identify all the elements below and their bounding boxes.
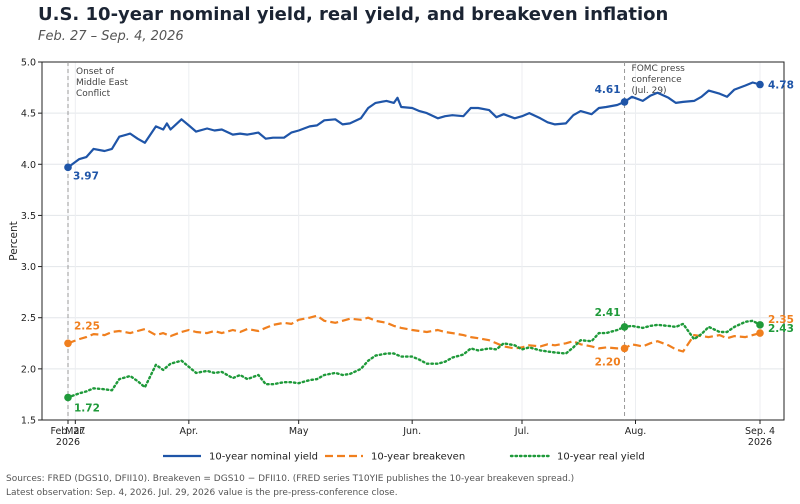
y-tick-label: 2.0: [21, 364, 36, 375]
legend-label: 10-year nominal yield: [209, 452, 318, 463]
y-tick-label: 4.5: [21, 109, 36, 120]
legend-label: 10-year real yield: [557, 452, 645, 463]
highlight-point: [756, 329, 764, 337]
x-tick-label: Aug.: [625, 426, 647, 437]
point-value-label: 2.25: [74, 320, 100, 332]
event-annotation: Middle East: [76, 78, 128, 88]
latest-observation-note: Latest observation: Sep. 4, 2026. Jul. 2…: [6, 488, 398, 498]
event-annotation: Onset of: [76, 67, 115, 77]
highlight-point: [64, 163, 72, 172]
x-tick-label: Mar.: [65, 426, 85, 437]
x-tick-label: Feb. 27: [51, 426, 86, 437]
series-line-real: [66, 319, 762, 399]
event-annotation: (Jul. 29): [632, 86, 667, 96]
source-note: Sources: FRED (DGS10, DFII10). Breakeven…: [6, 474, 575, 484]
x-tick-label: Jul.: [514, 426, 529, 437]
highlight-point: [620, 98, 629, 106]
highlight-point: [64, 339, 72, 348]
point-value-label: 3.97: [73, 170, 99, 182]
x-tick-label: Apr.: [180, 426, 199, 437]
highlight-point: [64, 393, 72, 402]
x-tick-label: May: [289, 426, 309, 437]
x-tick-label: Sep. 4: [745, 426, 775, 437]
point-value-label: 1.72: [74, 402, 100, 414]
legend-label: 10-year breakeven: [371, 452, 465, 463]
y-tick-label: 5.0: [21, 58, 36, 69]
highlight-point: [756, 80, 764, 89]
highlight-point: [756, 321, 764, 329]
series-line-nominal: [67, 81, 761, 169]
y-tick-label: 1.5: [21, 416, 36, 427]
x-tick-label-year: 2026: [748, 437, 772, 448]
event-annotation: FOMC press: [632, 64, 686, 74]
point-value-label: 2.35: [768, 314, 794, 326]
point-value-label: 2.43: [768, 323, 794, 335]
plot-frame: [41, 61, 785, 421]
event-annotation: Conflict: [76, 89, 111, 99]
point-value-label: 2.20: [595, 356, 621, 368]
point-value-label: 4.78: [768, 80, 794, 92]
point-value-label: 2.41: [595, 307, 621, 319]
y-tick-label: 3.0: [21, 262, 36, 273]
y-tick-label: 3.5: [21, 211, 36, 222]
highlight-point: [620, 344, 629, 353]
x-tick-label: Jun.: [402, 426, 421, 437]
series-line-breakeven: [67, 314, 761, 353]
y-tick-label: 4.0: [21, 160, 36, 171]
x-tick-label-year: 2026: [56, 437, 80, 448]
y-axis-label: Percent: [8, 221, 20, 261]
y-tick-label: 2.5: [21, 313, 36, 324]
point-value-label: 4.61: [595, 84, 621, 96]
highlight-point: [620, 323, 629, 331]
event-annotation: conference: [632, 75, 683, 85]
plot-border: [41, 61, 785, 421]
chart-subtitle: Feb. 27 – Sep. 4, 2026: [38, 29, 184, 44]
chart-title: U.S. 10-year nominal yield, real yield, …: [38, 4, 669, 25]
